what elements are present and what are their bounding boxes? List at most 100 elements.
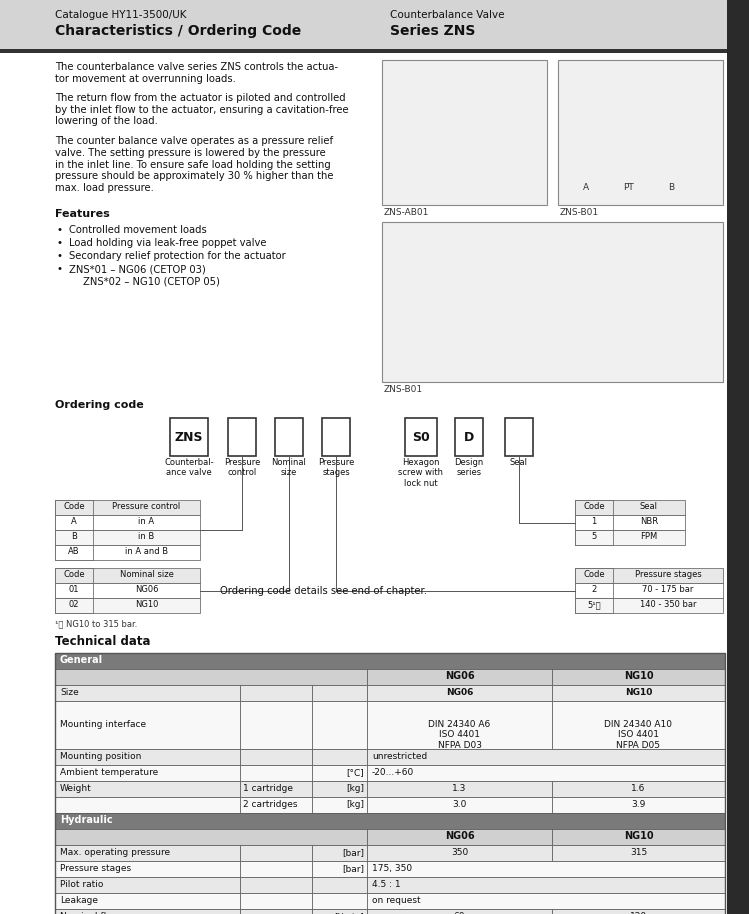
Bar xyxy=(558,60,723,205)
Bar xyxy=(367,781,552,797)
Bar xyxy=(240,797,312,813)
Bar xyxy=(55,598,93,613)
Bar xyxy=(312,797,367,813)
Text: DIN 24340 A10
ISO 4401
NFPA D05: DIN 24340 A10 ISO 4401 NFPA D05 xyxy=(604,720,673,749)
Text: •: • xyxy=(57,238,63,248)
Text: Load holding via leak-free poppet valve: Load holding via leak-free poppet valve xyxy=(69,238,267,248)
Bar xyxy=(55,598,200,613)
Text: 350: 350 xyxy=(451,848,468,857)
Bar xyxy=(55,909,240,914)
Text: ZNS-B01: ZNS-B01 xyxy=(384,385,423,394)
Bar xyxy=(312,781,367,797)
Text: NG06: NG06 xyxy=(445,671,474,681)
Bar xyxy=(552,845,725,861)
Text: D: D xyxy=(464,431,474,444)
Text: Code: Code xyxy=(583,502,604,511)
Text: •: • xyxy=(57,251,63,261)
Bar xyxy=(55,749,725,765)
Text: •: • xyxy=(57,225,63,235)
Bar xyxy=(312,909,367,914)
Bar xyxy=(552,669,725,685)
Text: [kg]: [kg] xyxy=(346,784,364,793)
Text: 315: 315 xyxy=(630,848,647,857)
Bar xyxy=(55,500,93,515)
Bar xyxy=(312,685,367,701)
Bar xyxy=(55,877,725,893)
Text: PT: PT xyxy=(622,183,634,192)
Text: 1 cartridge: 1 cartridge xyxy=(243,784,293,793)
Text: A: A xyxy=(583,183,589,192)
Bar xyxy=(322,418,350,456)
Bar xyxy=(0,49,727,53)
Text: Size: Size xyxy=(60,688,79,697)
Bar xyxy=(552,781,725,797)
Bar xyxy=(575,598,613,613)
Bar xyxy=(575,500,613,515)
Bar xyxy=(55,568,93,583)
Bar xyxy=(55,909,725,914)
Text: AB: AB xyxy=(68,547,80,556)
Text: The return flow from the actuator is piloted and controlled
by the inlet flow to: The return flow from the actuator is pil… xyxy=(55,93,348,126)
Bar xyxy=(312,877,367,893)
Text: Counterbal-
ance valve: Counterbal- ance valve xyxy=(164,458,213,477)
Bar xyxy=(55,893,240,909)
Text: 70 - 175 bar: 70 - 175 bar xyxy=(643,585,694,594)
Text: Features: Features xyxy=(55,209,110,219)
Text: Characteristics / Ordering Code: Characteristics / Ordering Code xyxy=(55,24,301,38)
Bar xyxy=(575,515,685,530)
Text: [l/min]: [l/min] xyxy=(334,912,364,914)
Bar xyxy=(505,418,533,456)
Bar xyxy=(367,669,552,685)
Bar xyxy=(405,418,437,456)
Text: 5¹⧴: 5¹⧴ xyxy=(587,600,601,609)
Bar xyxy=(575,530,685,545)
Bar xyxy=(55,813,725,829)
Bar xyxy=(55,861,240,877)
Text: Controlled movement loads: Controlled movement loads xyxy=(69,225,207,235)
Text: Ordering code: Ordering code xyxy=(55,400,144,410)
Text: Hydraulic: Hydraulic xyxy=(60,815,112,825)
Bar xyxy=(0,0,727,50)
Bar xyxy=(312,845,367,861)
Bar xyxy=(312,861,367,877)
Bar xyxy=(55,781,725,797)
Text: Seal: Seal xyxy=(510,458,528,467)
Text: 175, 350: 175, 350 xyxy=(372,864,412,873)
Bar xyxy=(55,515,93,530)
Text: Secondary relief protection for the actuator: Secondary relief protection for the actu… xyxy=(69,251,286,261)
Text: S0: S0 xyxy=(412,431,430,444)
Bar xyxy=(552,685,725,701)
Bar xyxy=(240,893,312,909)
Bar xyxy=(367,765,725,781)
Text: 140 - 350 bar: 140 - 350 bar xyxy=(640,600,697,609)
Text: Catalogue HY11-3500/UK: Catalogue HY11-3500/UK xyxy=(55,10,187,20)
Bar xyxy=(552,909,725,914)
Bar xyxy=(55,568,200,583)
Bar xyxy=(552,701,725,749)
Text: The counter balance valve operates as a pressure relief
valve. The setting press: The counter balance valve operates as a … xyxy=(55,136,333,193)
Text: FPM: FPM xyxy=(640,532,658,541)
Text: ZNS-B01: ZNS-B01 xyxy=(560,208,599,217)
Text: Seal: Seal xyxy=(640,502,658,511)
Bar xyxy=(312,749,367,765)
Bar xyxy=(367,797,552,813)
Text: Pressure stages: Pressure stages xyxy=(60,864,131,873)
Text: NG10: NG10 xyxy=(135,600,158,609)
Text: [°C]: [°C] xyxy=(346,768,364,777)
Bar xyxy=(55,669,367,685)
Bar xyxy=(575,568,723,583)
Bar xyxy=(55,701,240,749)
Bar xyxy=(240,765,312,781)
Bar xyxy=(367,877,725,893)
Text: on request: on request xyxy=(372,896,421,905)
Bar xyxy=(240,877,312,893)
Bar xyxy=(55,829,367,845)
Bar xyxy=(575,530,613,545)
Text: Design
series: Design series xyxy=(455,458,484,477)
Bar xyxy=(55,893,725,909)
Bar xyxy=(240,749,312,765)
Text: Pressure
stages: Pressure stages xyxy=(318,458,354,477)
Bar xyxy=(552,829,725,845)
Text: Pilot ratio: Pilot ratio xyxy=(60,880,103,889)
Bar xyxy=(55,583,200,598)
